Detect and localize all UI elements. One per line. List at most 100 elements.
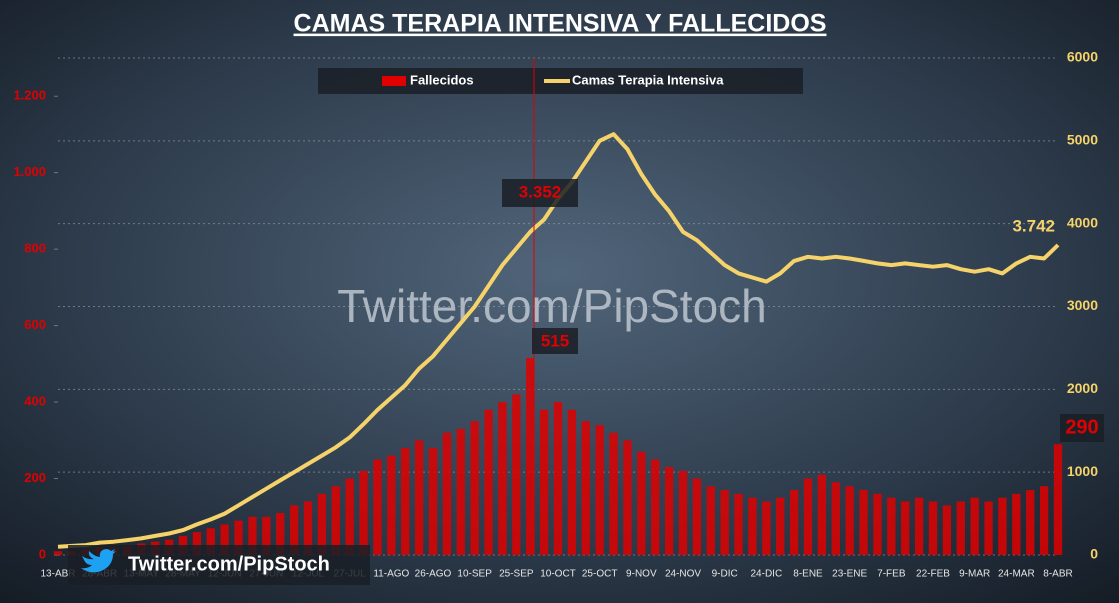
x-tick-label: 22-FEB	[916, 569, 950, 580]
twitter-icon	[81, 549, 116, 573]
bar	[470, 421, 479, 555]
x-tick-label: 25-OCT	[582, 569, 618, 580]
x-tick-label: 9-DIC	[712, 569, 738, 580]
bar	[220, 524, 229, 555]
bar	[873, 493, 882, 555]
bar	[817, 474, 827, 555]
bar	[303, 501, 313, 555]
bar	[956, 501, 965, 555]
y-tick-label: 1.000	[13, 164, 46, 179]
y-tick-label: 400	[24, 394, 46, 409]
bar	[692, 478, 702, 555]
bar	[428, 447, 438, 555]
badge-box	[68, 545, 370, 585]
bar	[276, 512, 285, 555]
bar	[998, 497, 1007, 555]
x-tick-label: 25-SEP	[499, 569, 534, 580]
bar	[359, 470, 368, 555]
bar	[720, 490, 729, 555]
bar	[748, 497, 757, 555]
bar	[901, 501, 910, 555]
annotation: 3.352	[519, 182, 562, 201]
bar	[234, 520, 243, 555]
bar	[706, 486, 715, 555]
watermark: Twitter.com/PipStoch	[337, 280, 767, 332]
bar	[887, 497, 896, 555]
bar	[262, 516, 271, 555]
y-tick-label: 600	[24, 317, 46, 332]
bar	[637, 451, 646, 555]
bar	[984, 501, 993, 555]
chart-title: CAMAS TERAPIA INTENSIVA Y FALLECIDOS	[294, 10, 827, 38]
annotation-box	[502, 179, 578, 207]
bar	[526, 358, 535, 555]
bar	[206, 528, 215, 555]
y2-tick-label: 5000	[1067, 132, 1098, 148]
bar	[317, 493, 327, 555]
bar	[484, 409, 493, 555]
bar	[53, 551, 63, 555]
bar	[456, 428, 465, 555]
bar	[1012, 493, 1021, 555]
annotation: 515	[541, 331, 569, 350]
bar	[331, 486, 340, 555]
bar	[734, 493, 743, 555]
bar	[651, 459, 660, 555]
bar	[1026, 490, 1035, 555]
y2-tick-label: 3000	[1067, 297, 1098, 313]
badge-text: Twitter.com/PipStoch	[128, 553, 330, 575]
bar	[581, 421, 590, 555]
bar	[803, 478, 813, 555]
bar	[595, 425, 604, 555]
x-tick-label: 8-ENE	[793, 569, 823, 580]
bar	[248, 516, 257, 555]
bar	[762, 501, 771, 555]
x-tick-label: 13-ABR	[40, 569, 75, 580]
y2-tick-label: 4000	[1067, 214, 1098, 230]
bar	[970, 497, 979, 555]
bar	[1039, 486, 1049, 555]
bar	[1053, 444, 1063, 555]
x-tick-label: 11-AGO	[373, 569, 409, 580]
bar	[776, 497, 785, 555]
bar	[498, 402, 507, 555]
bar	[789, 490, 799, 555]
y-tick-label: 0	[39, 546, 46, 561]
bar	[442, 432, 452, 555]
bar	[914, 497, 924, 555]
bar	[623, 440, 632, 555]
bar	[859, 490, 868, 555]
bar	[831, 482, 840, 555]
y-tick-label: 800	[24, 241, 46, 256]
bar	[942, 505, 952, 555]
bar	[928, 501, 938, 555]
x-tick-label: 24-MAR	[998, 569, 1035, 580]
x-tick-label: 9-MAR	[959, 569, 990, 580]
bar	[387, 455, 396, 555]
bar	[192, 532, 202, 555]
bar	[512, 394, 521, 555]
annotation: 3.742	[1012, 216, 1055, 235]
annotation: 290	[1065, 416, 1098, 438]
y2-tick-label: 6000	[1067, 49, 1098, 65]
x-tick-label: 9-NOV	[626, 569, 657, 580]
x-tick-label: 26-AGO	[415, 569, 452, 580]
bar	[553, 402, 563, 555]
x-tick-label: 24-NOV	[665, 569, 701, 580]
y2-tick-label: 0	[1090, 546, 1098, 562]
x-tick-label: 10-SEP	[457, 569, 492, 580]
y2-tick-label: 2000	[1067, 380, 1098, 396]
bar	[414, 440, 424, 555]
bar	[664, 467, 674, 555]
bar	[678, 470, 688, 555]
y-tick-label: 200	[24, 470, 46, 485]
x-tick-label: 23-ENE	[832, 569, 867, 580]
bar	[845, 486, 854, 555]
annotation-box	[1060, 414, 1104, 442]
annotation-box	[532, 328, 578, 354]
legend-swatch	[382, 76, 406, 86]
y2-tick-label: 1000	[1067, 463, 1098, 479]
bar	[567, 409, 577, 555]
